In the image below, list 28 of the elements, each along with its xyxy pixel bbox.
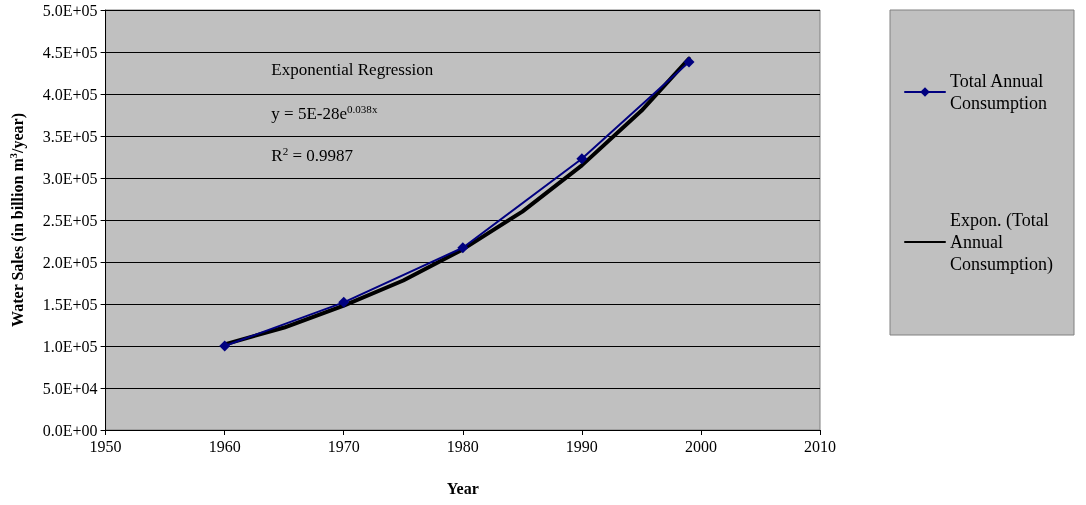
x-tick-label: 2010 — [804, 437, 836, 455]
x-tick-label: 1970 — [327, 437, 360, 455]
legend-label: Expon. (Total Annual Consumption) — [950, 210, 1054, 275]
x-tick-label: 1960 — [208, 437, 241, 455]
annotation: Exponential Regression — [271, 60, 434, 79]
y-tick-label: 3.5E+05 — [42, 127, 98, 145]
x-tick-label: 1990 — [565, 437, 598, 455]
y-tick-label: 1.0E+05 — [42, 337, 98, 355]
y-tick-label: 3.0E+05 — [42, 169, 98, 187]
y-tick-label: 4.0E+05 — [42, 85, 98, 103]
point — [576, 153, 588, 165]
y-axis-title: Water Sales (in billion m3/year) — [7, 112, 28, 327]
x-axis-title: Year — [446, 479, 479, 497]
point — [457, 242, 469, 254]
point — [219, 340, 231, 352]
y-tick-label: 5.0E+05 — [42, 1, 98, 19]
x-tick-label: 1950 — [89, 437, 122, 455]
y-tick-label: 2.0E+05 — [42, 253, 98, 271]
y-tick-label: 1.5E+05 — [42, 295, 98, 313]
legend-label: Total Annual Consumption — [950, 71, 1048, 113]
x-tick-label: 2000 — [684, 437, 717, 455]
y-tick-label: 4.5E+05 — [42, 43, 98, 61]
y-tick-label: 0.0E+00 — [42, 421, 98, 439]
y-tick-label: 2.5E+05 — [42, 211, 98, 229]
point — [338, 296, 350, 308]
point — [683, 56, 695, 68]
x-tick-label: 1980 — [446, 437, 479, 455]
y-tick-label: 5.0E+04 — [42, 379, 98, 397]
